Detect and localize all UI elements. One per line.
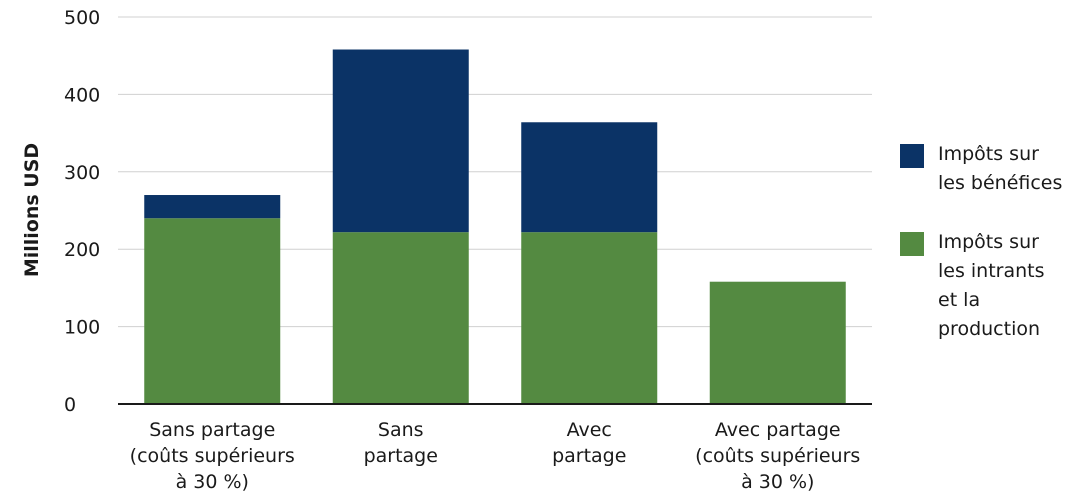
- bar-segment-input-production-taxes: [332, 232, 469, 404]
- bar-segment-profit-taxes: [521, 122, 658, 233]
- bar-segment-input-production-taxes: [144, 218, 281, 404]
- bar-segment-input-production-taxes: [709, 281, 846, 404]
- y-tick-label: 300: [64, 162, 100, 184]
- legend: Impôts sur les bénéfices Impôts sur les in…: [900, 140, 1088, 374]
- bar-segment-input-production-taxes: [521, 232, 658, 404]
- legend-label-input-production-taxes: Impôts sur les intrants et la production: [938, 231, 1045, 340]
- y-axis-label: Millions USD: [21, 143, 43, 277]
- x-category-label: Avec partage: [552, 419, 626, 467]
- legend-label-profit-taxes: Impôts sur les bénéfices: [938, 143, 1063, 194]
- x-category-label: Sans partage (coûts supérieurs à 30 %): [130, 419, 295, 493]
- bar-segment-profit-taxes: [332, 49, 469, 233]
- y-tick-labels: 0 100 200 300 400 500: [64, 7, 100, 416]
- y-tick-label: 0: [64, 394, 76, 416]
- bars: [144, 49, 846, 404]
- y-tick-label: 400: [64, 84, 100, 106]
- x-category-label: Avec partage (coûts supérieurs à 30 %): [695, 419, 860, 493]
- legend-swatch-profit-taxes: [900, 144, 924, 168]
- y-tick-label: 500: [64, 7, 100, 29]
- bar-segment-profit-taxes: [144, 195, 281, 219]
- x-category-label: Sans partage: [364, 419, 438, 467]
- legend-item-input-production-taxes: Impôts sur les intrants et la production: [900, 228, 1088, 344]
- legend-item-profit-taxes: Impôts sur les bénéfices: [900, 140, 1088, 198]
- y-tick-label: 100: [64, 317, 100, 339]
- x-category-labels: Sans partage (coûts supérieurs à 30 %) Sans…: [130, 419, 861, 493]
- y-tick-label: 200: [64, 239, 100, 261]
- legend-swatch-input-production-taxes: [900, 232, 924, 256]
